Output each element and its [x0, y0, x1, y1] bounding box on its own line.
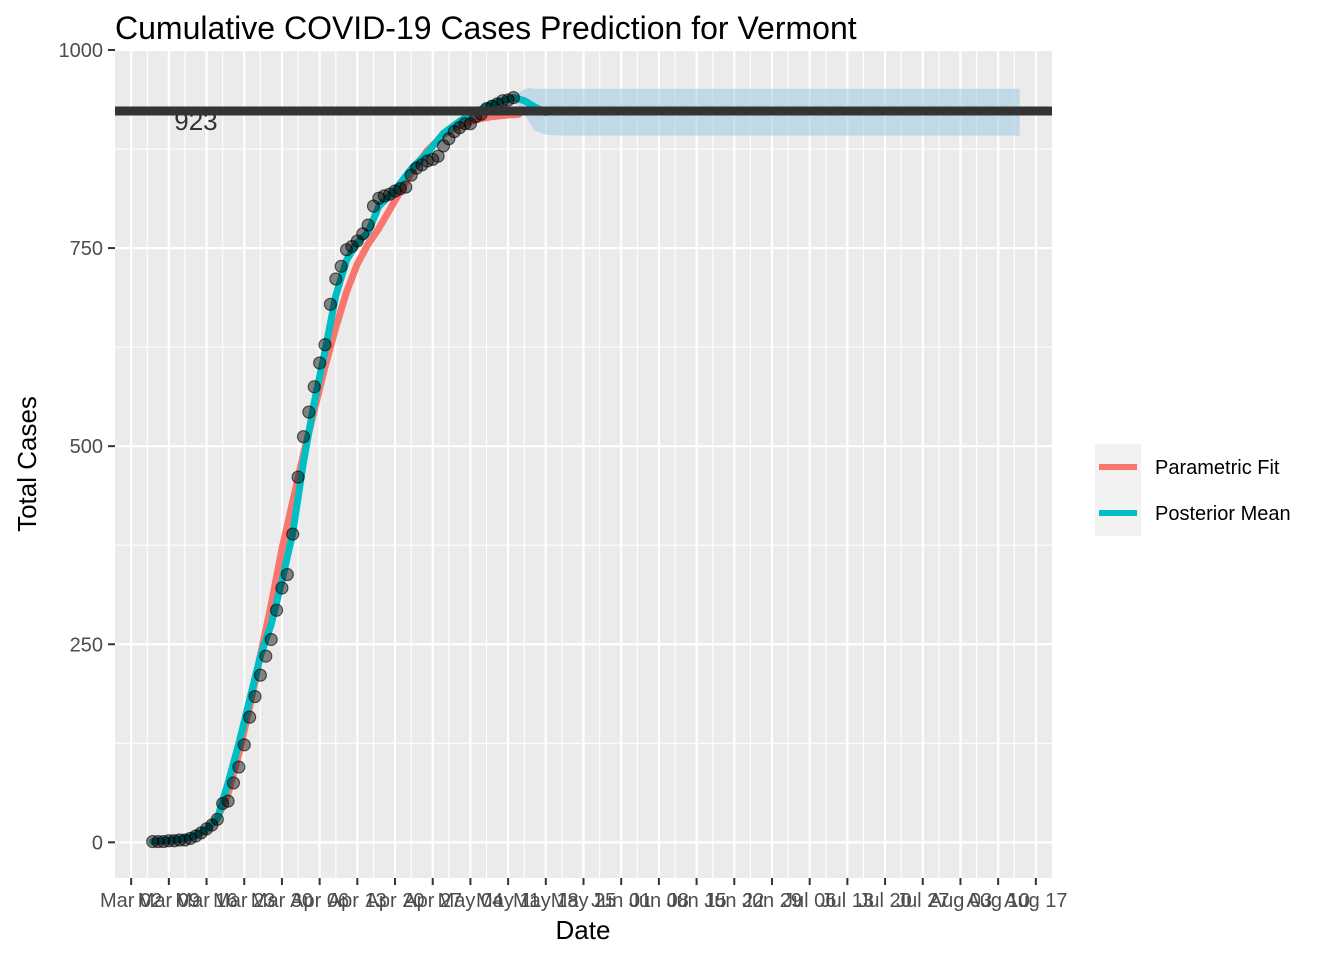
x-tick-label: May 04: [438, 890, 504, 912]
observed-point: [275, 581, 289, 595]
legend-label-parametric-fit: Parametric Fit: [1155, 457, 1280, 479]
observed-point: [307, 380, 321, 394]
x-tick-label: Apr 20: [366, 890, 425, 912]
observed-point: [232, 760, 246, 774]
legend-label-posterior-mean: Posterior Mean: [1155, 503, 1291, 525]
observed-point: [269, 603, 284, 617]
x-axis-title: Date: [556, 915, 611, 945]
y-tick-label: 750: [70, 238, 103, 260]
observed-point: [302, 405, 316, 419]
x-tick-label: Jun 29: [742, 890, 802, 912]
observed-point: [259, 649, 273, 663]
observed-point: [296, 430, 311, 444]
x-tick-label: Jun 22: [704, 890, 764, 912]
y-tick-label: 500: [70, 436, 103, 458]
x-tick-label: Aug 17: [1004, 890, 1067, 912]
y-axis: 0 250 500 750 1000: [59, 40, 115, 854]
observed-point: [243, 710, 257, 724]
x-tick-label: Jun 01: [591, 890, 651, 912]
observed-point: [226, 776, 241, 790]
x-tick-label: May 18: [513, 890, 579, 912]
reference-line-label: 923: [174, 106, 217, 136]
grid-minor: [115, 50, 1052, 878]
observed-point: [361, 218, 375, 232]
x-tick-label: Jul 27: [896, 890, 949, 912]
x-tick-label: Mar 09: [138, 890, 200, 912]
x-tick-label: Aug 10: [966, 890, 1029, 912]
y-tick-label: 1000: [59, 40, 104, 62]
observed-point: [237, 738, 251, 752]
observed-point: [173, 833, 187, 847]
observed-point: [280, 567, 294, 582]
x-tick-label: Mar 16: [175, 890, 237, 912]
observed-point: [313, 356, 327, 370]
x-tick-label: Apr 06: [290, 890, 349, 912]
x-tick-label: Mar 23: [213, 890, 275, 912]
reference-line-layer: 923: [115, 106, 1052, 136]
y-axis-title: Total Cases: [12, 396, 42, 532]
y-tick-label: 250: [70, 634, 103, 656]
observed-point: [318, 338, 332, 352]
observed-point: [458, 117, 472, 131]
x-tick-label: Aug 03: [929, 890, 992, 912]
observed-point: [506, 90, 521, 105]
y-tick-label: 0: [92, 832, 103, 854]
x-tick-label: Jul 06: [783, 890, 836, 912]
x-tick-label: Apr 27: [403, 890, 462, 912]
observed-point: [146, 834, 160, 849]
x-tick-label: May 25: [551, 890, 617, 912]
observed-point: [151, 834, 165, 849]
observed-point: [210, 812, 224, 826]
x-tick-label: Jun 08: [629, 890, 689, 912]
legend: Parametric Fit Posterior Mean: [1095, 444, 1291, 536]
x-tick-label: Apr 13: [328, 890, 387, 912]
x-tick-label: Jul 13: [821, 890, 874, 912]
observed-point: [399, 180, 413, 194]
observed-point: [264, 632, 278, 647]
x-tick-label: Mar 30: [251, 890, 313, 912]
legend-keys-background: [1095, 444, 1141, 536]
observed-point: [329, 272, 343, 286]
x-tick-label: May 11: [476, 890, 540, 912]
observed-point: [334, 259, 348, 273]
observed-point: [291, 470, 305, 484]
observed-point: [431, 149, 445, 163]
x-tick-label: Mar 02: [100, 890, 162, 912]
x-tick-label: Jun 15: [667, 890, 727, 912]
observed-point: [323, 297, 338, 311]
observed-point: [221, 794, 235, 808]
grid-major: [115, 48, 1052, 878]
observed-point: [248, 689, 262, 704]
observed-point: [286, 527, 300, 541]
observed-point: [253, 668, 267, 682]
chart-title: Cumulative COVID-19 Cases Prediction for…: [115, 10, 857, 46]
x-tick-label: Jul 20: [858, 890, 911, 912]
observed-point: [162, 834, 176, 848]
